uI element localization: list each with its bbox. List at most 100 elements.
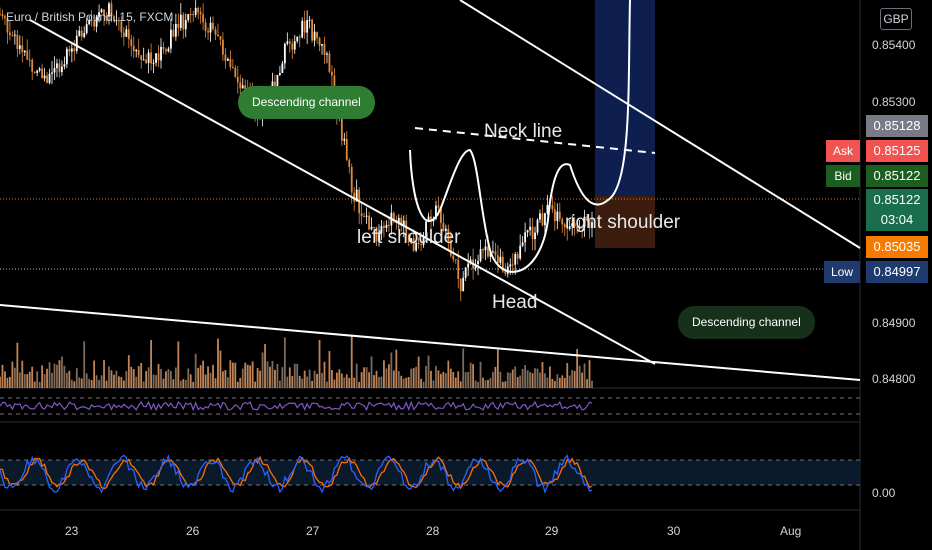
volume-bar [457,371,460,388]
volume-bar [26,374,29,388]
currency-button[interactable]: GBP [880,8,912,30]
volume-bar [1,364,4,388]
volume-bar [63,365,66,388]
volume-bar [51,372,53,388]
volume-bar [506,372,509,388]
volume-bar [197,367,200,388]
candle-body [214,29,217,35]
volume-bar [494,366,497,388]
volume-bar [165,371,167,388]
long-position-target-zone[interactable] [595,0,655,196]
neck-line[interactable] [414,127,656,154]
volume-bar [578,365,581,388]
volume-bar [425,365,427,388]
volume-bar [21,360,24,388]
descending-channel-upper-line[interactable] [459,0,861,249]
volume-bar [378,377,380,388]
volume-bar [370,356,373,388]
volume-bar [353,377,356,388]
candle-body [212,22,214,30]
candle-body [368,215,370,230]
volume-bar [214,378,217,388]
candle-body [41,68,44,79]
volume-bar [23,374,26,388]
candle-body [85,24,88,34]
volume-bar [18,372,21,388]
candle-body [4,16,6,19]
candle-body [120,21,123,33]
candle-body [38,68,41,71]
candle-body [157,53,160,61]
volume-bar [573,371,576,388]
volume-bar [469,362,472,388]
time-label: 28 [426,524,440,538]
symbol-title[interactable]: Euro / British Pound, 15, FXCM [6,10,174,24]
candle-body [457,259,460,279]
volume-bar [390,352,393,388]
candle-body [516,254,519,259]
volume-bar [387,364,390,388]
volume-bar [157,364,160,388]
descending-channel-callout-bottom[interactable]: Descending channel [678,306,815,339]
volume-bar [586,379,588,388]
head-and-shoulders-outline[interactable] [409,0,631,273]
candle-body [28,59,31,61]
price-tick: 0.85300 [872,95,916,109]
candle-body [353,192,356,202]
ask-price-tag: 0.85125 [866,140,928,162]
volume-bar [105,380,108,388]
candle-body [68,48,71,52]
volume-bar [529,371,531,388]
volume-bar [479,361,482,388]
volume-bar [581,372,583,388]
candle-body [425,221,427,238]
descending-channel-lower-line[interactable] [29,19,656,365]
long-position-stop-zone[interactable] [595,196,655,248]
volume-bar [182,379,185,388]
volume-bar [130,366,133,388]
volume-bar [521,368,524,388]
volume-bar [340,373,343,388]
volume-bar [402,378,405,388]
candle-body [177,23,180,28]
volume-bar [194,353,197,388]
volume-bar [83,341,86,388]
volume-bar [88,378,91,388]
candle-body [231,67,234,69]
descending-channel-base-line[interactable] [0,304,861,381]
candle-body [400,217,403,226]
candle-body [110,3,113,17]
volume-bar [501,381,504,388]
volume-bar [256,368,259,388]
volume-bar [306,376,309,388]
candle-body [56,63,58,69]
volume-bar [261,352,264,388]
volume-bar [345,374,348,388]
volume-bar [323,361,326,388]
volume-bar [553,380,556,388]
price-tick: 0.84800 [872,372,916,386]
volume-bar [447,360,450,388]
candle-body [26,50,29,60]
candle-body [571,223,574,227]
candle-body [162,46,165,50]
candle-body [583,216,586,227]
volume-bar [459,381,462,388]
volume-bar [219,350,222,388]
volume-bar [33,381,36,388]
candle-body [477,260,479,265]
volume-bar [333,379,336,388]
candle-body [192,14,195,16]
candle-body [318,37,321,46]
candle-body [407,234,410,243]
volume-bar [108,366,110,388]
candle-body [492,251,494,253]
candle-body [316,31,318,38]
candle-body [454,259,457,261]
stochastic-band-fill [0,460,860,485]
descending-channel-callout-top[interactable]: Descending channel [238,86,375,119]
candle-body [568,226,571,230]
volume-bar [192,381,195,388]
candle-body [286,41,289,44]
